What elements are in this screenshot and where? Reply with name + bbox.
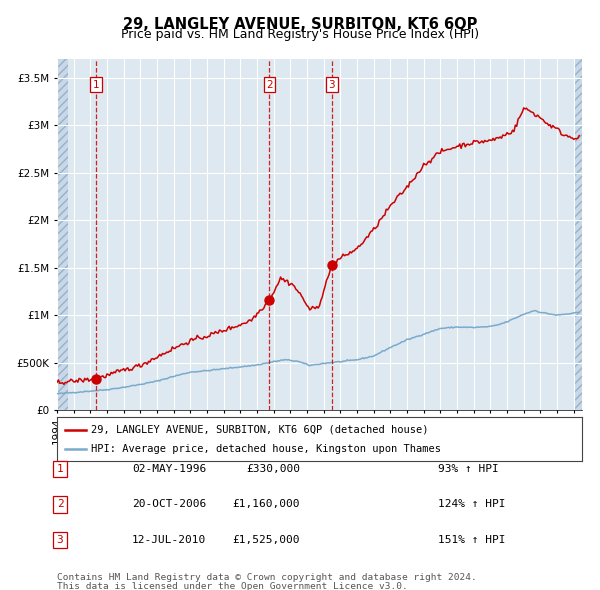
Text: 1: 1 xyxy=(56,464,64,474)
Text: 124% ↑ HPI: 124% ↑ HPI xyxy=(438,500,505,509)
Text: £1,525,000: £1,525,000 xyxy=(233,535,300,545)
Text: Contains HM Land Registry data © Crown copyright and database right 2024.: Contains HM Land Registry data © Crown c… xyxy=(57,573,477,582)
Text: 2: 2 xyxy=(266,80,273,90)
Text: 151% ↑ HPI: 151% ↑ HPI xyxy=(438,535,505,545)
Text: Price paid vs. HM Land Registry's House Price Index (HPI): Price paid vs. HM Land Registry's House … xyxy=(121,28,479,41)
Text: 1: 1 xyxy=(92,80,99,90)
Text: 20-OCT-2006: 20-OCT-2006 xyxy=(132,500,206,509)
Text: 29, LANGLEY AVENUE, SURBITON, KT6 6QP (detached house): 29, LANGLEY AVENUE, SURBITON, KT6 6QP (d… xyxy=(91,425,428,434)
Text: 02-MAY-1996: 02-MAY-1996 xyxy=(132,464,206,474)
Text: £1,160,000: £1,160,000 xyxy=(233,500,300,509)
Text: 3: 3 xyxy=(56,535,64,545)
Text: 3: 3 xyxy=(329,80,335,90)
Text: 29, LANGLEY AVENUE, SURBITON, KT6 6QP: 29, LANGLEY AVENUE, SURBITON, KT6 6QP xyxy=(123,17,477,31)
Bar xyxy=(57,59,68,410)
Text: This data is licensed under the Open Government Licence v3.0.: This data is licensed under the Open Gov… xyxy=(57,582,408,590)
Text: 93% ↑ HPI: 93% ↑ HPI xyxy=(438,464,499,474)
Bar xyxy=(575,59,582,410)
Bar xyxy=(57,59,68,410)
Text: HPI: Average price, detached house, Kingston upon Thames: HPI: Average price, detached house, King… xyxy=(91,444,441,454)
Text: £330,000: £330,000 xyxy=(246,464,300,474)
Text: 2: 2 xyxy=(56,500,64,509)
Bar xyxy=(575,59,582,410)
Text: 12-JUL-2010: 12-JUL-2010 xyxy=(132,535,206,545)
